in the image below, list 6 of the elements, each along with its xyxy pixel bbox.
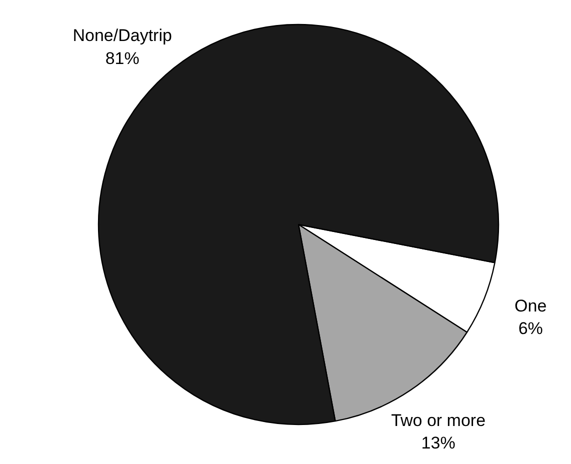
slice-label: One	[514, 296, 547, 316]
data-label: 13%	[421, 434, 456, 453]
data-label: 81%	[105, 49, 140, 68]
slice-label: None/Daytrip	[72, 26, 172, 46]
data-label: 6%	[518, 319, 543, 338]
slice-label: Two or more	[391, 410, 486, 430]
